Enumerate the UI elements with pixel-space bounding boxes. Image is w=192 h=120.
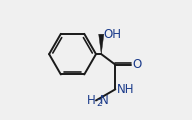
Text: N: N [100,94,109,107]
Text: H: H [87,94,95,107]
Text: NH: NH [117,83,134,96]
Text: OH: OH [103,28,121,41]
Polygon shape [99,34,104,54]
Text: O: O [132,58,142,71]
Text: 2: 2 [96,99,102,108]
